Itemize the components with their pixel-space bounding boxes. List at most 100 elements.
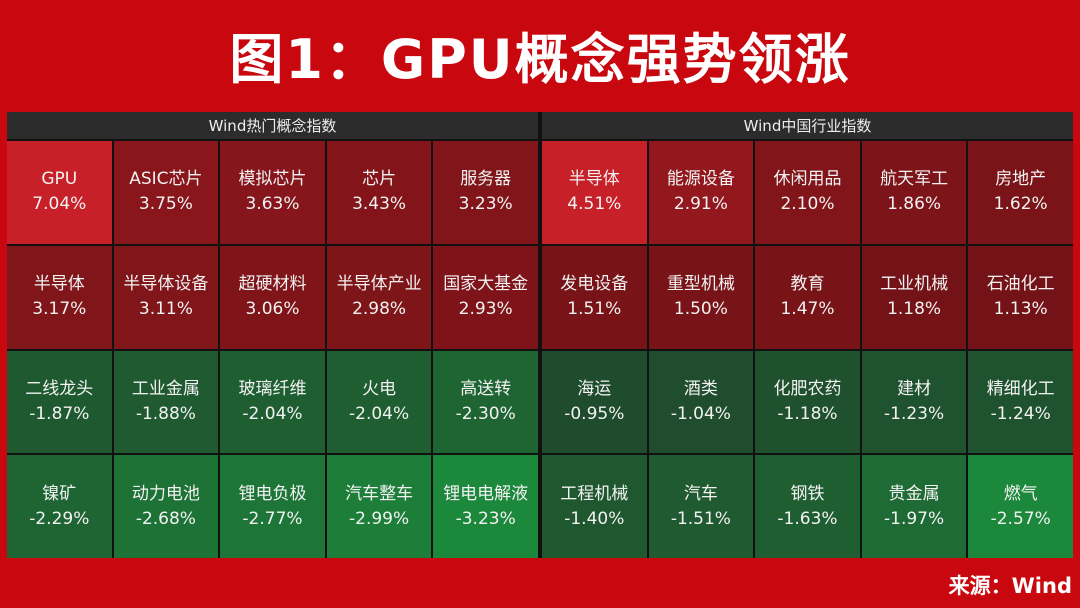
tile-name: ASIC芯片 <box>129 169 203 190</box>
tile: 教育 1.47% <box>755 245 860 349</box>
tile-change: -3.23% <box>455 508 516 529</box>
tile-change: 2.91% <box>673 194 728 215</box>
tile-name: 工业机械 <box>880 274 949 295</box>
tile-change: 1.13% <box>993 299 1048 320</box>
tile: 半导体设备 3.11% <box>113 245 219 349</box>
tile-name: 工程机械 <box>560 483 629 504</box>
tile: 贵金属 -1.97% <box>861 455 967 558</box>
tile-change: 7.04% <box>32 194 87 215</box>
tile-name: 精细化工 <box>986 378 1055 399</box>
panel-header: Wind中国行业指数 <box>542 112 1073 141</box>
tile-change: 3.11% <box>138 299 193 320</box>
panel-header: Wind热门概念指数 <box>7 112 538 141</box>
tile: 模拟芯片 3.63% <box>220 141 325 244</box>
tile: 服务器 3.23% <box>433 141 538 244</box>
tile-name: 发电设备 <box>560 274 629 295</box>
tile-change: 1.18% <box>887 299 942 320</box>
tile-name: 锂电电解液 <box>443 483 529 504</box>
tile-change: -1.40% <box>564 508 625 529</box>
tile: 海运 -0.95% <box>542 350 647 454</box>
tile-change: 3.23% <box>458 194 513 215</box>
tile: 工业机械 1.18% <box>861 245 967 349</box>
tile-change: 1.50% <box>673 299 728 320</box>
tile-change: -2.57% <box>990 508 1051 529</box>
tile-change: 1.47% <box>780 299 835 320</box>
tile-name: 能源设备 <box>666 169 735 190</box>
tile: 汽车整车 -2.99% <box>326 455 432 558</box>
tile-name: 二线龙头 <box>25 378 94 399</box>
tile-name: 酒类 <box>683 378 718 399</box>
tile: 芯片 3.43% <box>326 141 432 244</box>
tile-change: -1.04% <box>670 403 731 424</box>
tile-name: 半导体 <box>568 169 620 190</box>
tile: 重型机械 1.50% <box>648 245 754 349</box>
tile-name: 半导体产业 <box>336 274 422 295</box>
tile-name: 教育 <box>790 274 825 295</box>
tile-change: -1.97% <box>884 508 945 529</box>
tile-change: -1.18% <box>777 403 838 424</box>
tile-change: 1.51% <box>567 299 622 320</box>
tile-change: -1.23% <box>884 403 945 424</box>
panel: Wind热门概念指数 GPU 7.04% ASIC芯片 3.75% 模拟芯片 3.63% 芯片… <box>7 112 538 558</box>
tile-name: 建材 <box>897 378 932 399</box>
tile-change: 2.10% <box>780 194 835 215</box>
tile: GPU 7.04% <box>7 141 112 244</box>
tile-grid: 半导体 4.51% 能源设备 2.91% 休闲用品 2.10% 航天军工 1.86% 房地产 1.… <box>542 141 1073 558</box>
tile-name: 国家大基金 <box>443 274 529 295</box>
tile-grid: GPU 7.04% ASIC芯片 3.75% 模拟芯片 3.63% 芯片 3.43% 服务器 3.… <box>7 141 538 558</box>
tile: 休闲用品 2.10% <box>755 141 860 244</box>
tile-name: 玻璃纤维 <box>238 378 307 399</box>
tile-change: -2.68% <box>135 508 196 529</box>
tile-change: 3.63% <box>245 194 300 215</box>
tile: 化肥农药 -1.18% <box>755 350 860 454</box>
tile-change: -2.04% <box>242 403 303 424</box>
tile-name: 火电 <box>362 378 397 399</box>
tile-name: 休闲用品 <box>773 169 842 190</box>
tile: 高送转 -2.30% <box>433 350 538 454</box>
tile-change: -1.24% <box>990 403 1051 424</box>
tile-change: -2.29% <box>29 508 90 529</box>
tile: 工业金属 -1.88% <box>113 350 219 454</box>
tile-name: 模拟芯片 <box>238 169 307 190</box>
tile: 半导体产业 2.98% <box>326 245 432 349</box>
tile-name: 海运 <box>577 378 612 399</box>
tile: 建材 -1.23% <box>861 350 967 454</box>
tile: 钢铁 -1.63% <box>755 455 860 558</box>
tile: 半导体 3.17% <box>7 245 112 349</box>
tile-change: -0.95% <box>564 403 625 424</box>
tile-name: 超硬材料 <box>238 274 307 295</box>
tile: 国家大基金 2.93% <box>433 245 538 349</box>
tile: 火电 -2.04% <box>326 350 432 454</box>
tile: 酒类 -1.04% <box>648 350 754 454</box>
tile: 玻璃纤维 -2.04% <box>220 350 325 454</box>
tile: 工程机械 -1.40% <box>542 455 647 558</box>
tile: 镍矿 -2.29% <box>7 455 112 558</box>
tile: 石油化工 1.13% <box>968 245 1073 349</box>
tile-name: 半导体 <box>33 274 85 295</box>
tile-name: 房地产 <box>995 169 1047 190</box>
tile-name: 动力电池 <box>131 483 200 504</box>
tile-change: 2.98% <box>352 299 407 320</box>
tile-change: -2.04% <box>349 403 410 424</box>
tile-name: 汽车 <box>683 483 718 504</box>
tile: 二线龙头 -1.87% <box>7 350 112 454</box>
tile-change: 3.17% <box>32 299 87 320</box>
tile: 汽车 -1.51% <box>648 455 754 558</box>
tile: 能源设备 2.91% <box>648 141 754 244</box>
tile: 锂电负极 -2.77% <box>220 455 325 558</box>
tile: ASIC芯片 3.75% <box>113 141 219 244</box>
tile-name: 高送转 <box>460 378 512 399</box>
tile-change: -2.30% <box>455 403 516 424</box>
tile-change: -1.63% <box>777 508 838 529</box>
title: 图1：GPU概念强势领涨 <box>229 27 851 91</box>
tile-name: 锂电负极 <box>238 483 307 504</box>
heatmap-table: Wind热门概念指数 GPU 7.04% ASIC芯片 3.75% 模拟芯片 3.63% 芯片… <box>7 112 1073 558</box>
tile-name: 化肥农药 <box>773 378 842 399</box>
tile: 燃气 -2.57% <box>968 455 1073 558</box>
tile-name: 镍矿 <box>42 483 77 504</box>
source: 来源：Wind <box>948 574 1072 598</box>
tile-name: 重型机械 <box>666 274 735 295</box>
tile-change: 1.62% <box>993 194 1048 215</box>
tile-name: 燃气 <box>1003 483 1038 504</box>
